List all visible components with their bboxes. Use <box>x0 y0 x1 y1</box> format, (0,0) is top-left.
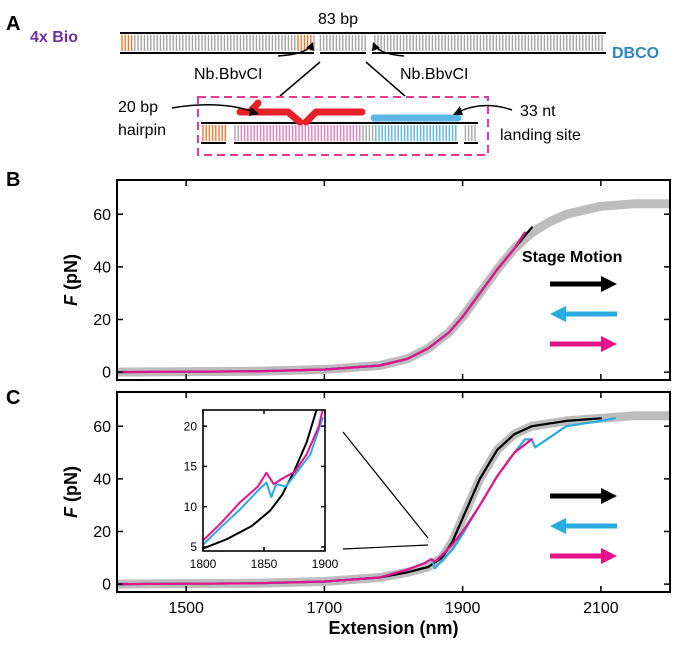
y-tick-label: 5 <box>190 540 197 554</box>
inset-zoom-line-bottom <box>342 544 429 550</box>
series-line-magenta <box>117 231 526 374</box>
stage-arrow-cyan <box>550 306 617 322</box>
series-line-magenta <box>203 410 324 542</box>
y-tick-label: 40 <box>93 471 111 488</box>
zoom-box <box>197 96 489 156</box>
x-axis-label: Extension (nm) <box>328 618 458 638</box>
panel-c-plot: 0 20 40 60 1500 1700 1900 2100 F (pN) Extension (… <box>61 391 671 638</box>
zoom-line-left <box>279 61 321 97</box>
c-arrow-magenta <box>550 548 617 564</box>
stage-motion-label: Stage Motion <box>522 249 622 266</box>
y-tick-label: 60 <box>93 207 111 224</box>
series-group <box>117 199 670 377</box>
x-tick-label: 1500 <box>168 600 204 617</box>
dbco-label: DBCO <box>612 45 659 62</box>
x-tick-label: 2100 <box>583 600 619 617</box>
panel-a-schematic: A 4x Bio DBCO 83 bp Nb.BbvCI Nb.BbvCI <box>6 11 659 156</box>
panel-label-c: C <box>6 387 20 409</box>
hairpin-label-line2: hairpin <box>118 122 166 139</box>
length-83bp-label: 83 bp <box>318 11 358 28</box>
hairpin-arrowhead <box>249 107 259 116</box>
panel-b-plot: 0 20 40 60 F (pN) <box>61 179 671 382</box>
plot-frame <box>116 391 671 593</box>
x-tick-label: 1900 <box>312 557 339 571</box>
x-tick-label: 1850 <box>251 557 278 571</box>
y-tick-label: 0 <box>102 365 111 382</box>
plot-background <box>203 410 325 551</box>
hairpin-right-strand <box>302 108 366 126</box>
panel-b-chart: B 0 20 40 60 F (pN) Stage Motion <box>6 169 671 382</box>
plot-frame <box>116 179 671 381</box>
panel-label-b: B <box>6 169 20 191</box>
panel-c-chart: C 0 20 40 60 1500 1700 1900 2100 F (pN) Extension… <box>6 387 671 638</box>
series-line-black <box>203 410 318 550</box>
stage-arrow-magenta <box>550 336 617 352</box>
series-line-cyan <box>203 417 324 546</box>
c-arrow-cyan <box>550 518 617 534</box>
series-line-magenta <box>117 438 533 586</box>
y-tick-label: 20 <box>93 312 111 329</box>
inset-zoom-line-top <box>342 431 429 539</box>
nick-arrowhead-right <box>372 42 380 51</box>
landing-label-line2: landing site <box>500 127 581 144</box>
nick-label-right: Nb.BbvCI <box>400 66 468 83</box>
bio-label: 4x Bio <box>30 29 78 46</box>
y-axis-label: F (pN) <box>61 466 81 518</box>
landing-arrow <box>457 104 513 113</box>
series-line-gray <box>117 199 670 377</box>
stage-arrow-black <box>550 276 617 292</box>
landing-arrowhead <box>453 106 463 115</box>
nick-arrow-left <box>277 45 311 57</box>
x-tick-label: 1700 <box>307 600 343 617</box>
y-tick-label: 60 <box>93 419 111 436</box>
hairpin-label-line1: 20 bp <box>118 99 158 116</box>
zoom-line-right <box>365 61 406 97</box>
panel-label-a: A <box>6 13 20 35</box>
landing-label-line1: 33 nt <box>520 103 556 120</box>
zoom-base-pair-ticks <box>202 125 476 141</box>
y-tick-label: 10 <box>184 500 198 514</box>
y-tick-label: 40 <box>93 259 111 276</box>
x-tick-label: 1900 <box>445 600 481 617</box>
c-arrow-black <box>550 488 617 504</box>
series-line-cyan <box>117 231 526 374</box>
y-tick-label: 20 <box>184 419 198 433</box>
series-group <box>203 410 324 550</box>
nick-label-left: Nb.BbvCI <box>194 66 262 83</box>
y-tick-label: 15 <box>184 460 198 474</box>
panel-c-inset: 5 10 15 20 1800 1850 1900 <box>184 409 339 571</box>
x-tick-label: 1800 <box>190 557 217 571</box>
y-axis-label: F (pN) <box>61 254 81 306</box>
y-tick-label: 20 <box>93 524 111 541</box>
base-pair-ticks <box>121 35 603 51</box>
nick-arrowhead-left <box>306 42 314 51</box>
hairpin-arrow <box>171 104 255 113</box>
series-group <box>117 411 670 589</box>
y-tick-label: 0 <box>102 577 111 594</box>
